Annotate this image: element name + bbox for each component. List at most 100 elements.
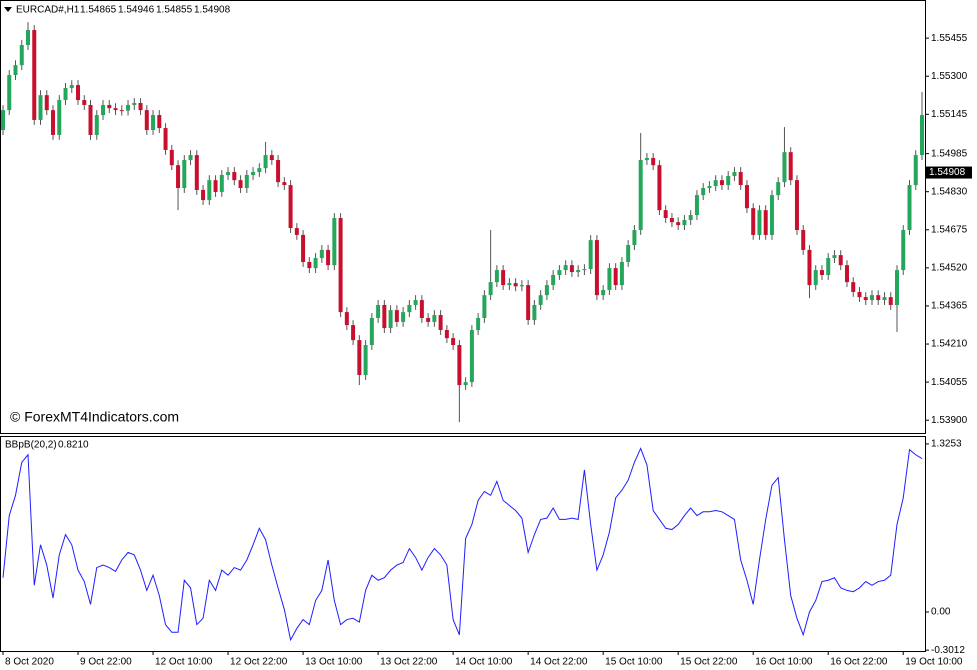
y-tick-label: 1.55455: [931, 33, 968, 44]
candle-body: [513, 283, 518, 287]
candle-body: [738, 172, 743, 186]
x-tick-label: 14 Oct 10:00: [455, 657, 513, 668]
candle-body: [588, 240, 593, 270]
candle-body: [432, 315, 437, 322]
candle-body: [288, 185, 293, 229]
candle-body: [794, 180, 799, 231]
candle-body: [607, 268, 612, 290]
candle-body: [688, 215, 693, 220]
candle-body: [88, 104, 93, 135]
candle-body: [751, 208, 756, 235]
candle-body: [807, 249, 812, 286]
candle-body: [26, 30, 31, 46]
candle-body: [176, 165, 181, 189]
candle-body: [394, 310, 399, 322]
x-tick-label: 13 Oct 10:00: [305, 657, 363, 668]
candle-body: [188, 155, 193, 161]
candle-body: [182, 160, 187, 189]
candle-body: [69, 85, 74, 89]
candle-body: [144, 110, 149, 131]
indicator-name: BBpB(20,2): [5, 440, 57, 451]
candle-body: [294, 228, 299, 235]
candle-body: [138, 103, 143, 111]
candle-body: [913, 155, 918, 186]
candle-body: [57, 100, 62, 135]
candle-body: [713, 180, 718, 187]
candle-body: [494, 270, 499, 283]
candle-body: [844, 265, 849, 283]
y-tick-label: 1.54210: [931, 339, 968, 350]
x-tick-label: 15 Oct 22:00: [680, 657, 738, 668]
candle-body: [869, 295, 874, 301]
candle-body: [476, 317, 481, 331]
candle-body: [307, 261, 312, 269]
candle-body: [301, 234, 306, 262]
candle-body: [332, 217, 337, 266]
indicator-value: 0.8210: [58, 440, 89, 451]
y-tick-label: 1.54520: [931, 263, 968, 274]
candle-body: [169, 149, 174, 166]
candle-body: [132, 103, 137, 105]
candle-body: [694, 195, 699, 216]
candle-body: [719, 180, 724, 186]
candle-body: [13, 65, 18, 75]
candle-body: [857, 291, 862, 298]
y-tick-label: 1.53900: [931, 415, 968, 426]
candle-body: [763, 210, 768, 235]
candle-body: [276, 160, 281, 183]
candle-body: [788, 152, 793, 181]
header-low: 1.54855: [156, 5, 193, 16]
candle-body: [819, 270, 824, 275]
price-tag-label: 1.54908: [929, 167, 966, 178]
candle-body: [82, 100, 87, 105]
candle-body: [344, 312, 349, 326]
candle-body: [457, 345, 462, 386]
header-high: 1.54946: [118, 5, 155, 16]
candle-body: [338, 217, 343, 313]
candle-body: [238, 180, 243, 189]
candle-body: [769, 195, 774, 235]
candle-body: [644, 158, 649, 161]
candle-body: [1, 110, 5, 131]
candle-body: [701, 188, 706, 196]
candle-body: [269, 155, 274, 161]
candle-body: [201, 189, 206, 201]
candle-body: [44, 95, 49, 111]
candle-body: [401, 312, 406, 322]
candle-body: [382, 304, 387, 329]
x-tick-label: 13 Oct 22:00: [380, 657, 438, 668]
candle-body: [576, 270, 581, 273]
y-tick-label: 1.3253: [931, 439, 962, 450]
menu-arrow[interactable]: [4, 7, 12, 12]
candle-body: [194, 155, 199, 190]
y-tick-label: 1.55145: [931, 109, 968, 120]
y-tick-label: -0.3012: [931, 645, 965, 656]
candle-body: [76, 85, 81, 101]
candle-body: [882, 297, 887, 301]
candle-body: [544, 285, 549, 296]
candle-body: [594, 240, 599, 296]
candle-body: [101, 104, 106, 116]
candle-body: [32, 30, 37, 120]
symbol: EURCAD#,H1: [16, 5, 80, 16]
candle-body: [732, 172, 737, 176]
candle-body: [851, 282, 856, 292]
x-tick-label: 9 Oct 22:00: [80, 657, 132, 668]
candle-body: [463, 382, 468, 386]
candle-body: [38, 95, 43, 120]
candle-body: [488, 282, 493, 296]
y-tick-label: 1.54830: [931, 186, 968, 197]
candle-body: [707, 186, 712, 189]
y-tick-label: 1.54985: [931, 148, 968, 159]
candle-body: [838, 255, 843, 266]
candle-body: [151, 115, 156, 131]
candle-body: [444, 330, 449, 339]
candle-body: [126, 104, 131, 111]
candle-body: [663, 210, 668, 218]
candle-body: [351, 325, 356, 341]
candle-body: [569, 265, 574, 273]
x-tick-label: 15 Oct 10:00: [605, 657, 663, 668]
candle-body: [563, 265, 568, 271]
candle-body: [638, 160, 643, 231]
candle-body: [219, 174, 224, 192]
